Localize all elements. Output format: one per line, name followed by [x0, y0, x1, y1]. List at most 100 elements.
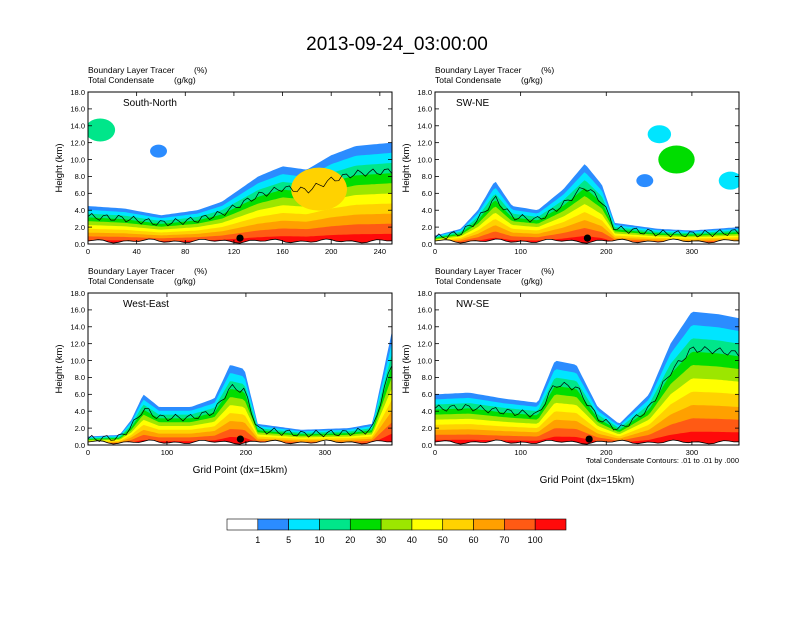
condensate-contour — [88, 168, 392, 227]
x-tick-label: 0 — [433, 247, 437, 256]
y-tick-label: 16.0 — [70, 306, 85, 315]
tracer-blob — [150, 144, 167, 158]
y-tick-label: 0.0 — [75, 441, 85, 450]
y-tick-label: 12.0 — [417, 339, 432, 348]
x-tick-label: 80 — [181, 247, 189, 256]
x-tick-label: 200 — [240, 448, 253, 457]
y-tick-label: 14.0 — [70, 122, 85, 131]
tracer-blob — [658, 145, 695, 174]
plot-frame — [434, 91, 740, 245]
field-unit-condensate: (g/kg) — [174, 75, 196, 85]
colorbar-label: 20 — [345, 535, 355, 545]
x-tick-label: 160 — [276, 247, 289, 256]
x-tick-label: 300 — [319, 448, 332, 457]
y-tick-label: 8.0 — [75, 373, 85, 382]
y-tick-label: 12.0 — [70, 138, 85, 147]
tracer-blob — [88, 118, 116, 142]
y-tick-label: 14.0 — [70, 323, 85, 332]
tracer-level-10 — [435, 431, 739, 445]
y-tick-label: 6.0 — [75, 189, 85, 198]
y-tick-label: 4.0 — [422, 206, 432, 215]
y-tick-label: 8.0 — [422, 172, 432, 181]
y-tick-label: 0.0 — [422, 441, 432, 450]
terrain — [435, 238, 739, 244]
field-label-condensate: Total Condensate — [435, 75, 501, 85]
tracer-level-9 — [88, 422, 392, 445]
y-tick-label: 16.0 — [417, 105, 432, 114]
panel-nw-se: 0.0 2.0 4.0 6.0 8.0 10.0 12.0 14.0 16.0 18.0 0 100 2… — [401, 266, 740, 486]
y-tick-label: 10.0 — [70, 356, 85, 365]
x-tick-label: 0 — [433, 448, 437, 457]
x-tick-label: 40 — [132, 247, 140, 256]
panel-name: West-East — [123, 299, 169, 310]
colorbar-label: 60 — [469, 535, 479, 545]
field-unit-tracer: (%) — [541, 266, 554, 276]
colorbar-box — [473, 518, 505, 531]
panel-south-north: 0.0 2.0 4.0 6.0 8.0 10.0 12.0 14.0 16.0 18.0 0 40 80… — [54, 65, 393, 256]
colorbar-label: 50 — [438, 535, 448, 545]
x-tick-label: 0 — [86, 448, 90, 457]
condensate-contour — [88, 365, 392, 443]
y-tick-label: 8.0 — [422, 373, 432, 382]
plot-area — [435, 125, 739, 244]
location-marker — [585, 435, 593, 443]
y-tick-label: 18.0 — [70, 289, 85, 298]
x-tick-label: 300 — [686, 247, 699, 256]
y-tick-label: 4.0 — [75, 206, 85, 215]
field-label-tracer: Boundary Layer Tracer — [435, 266, 522, 276]
y-tick-label: 6.0 — [422, 390, 432, 399]
y-tick-label: 4.0 — [422, 407, 432, 416]
x-tick-label: 100 — [514, 247, 527, 256]
terrain — [88, 238, 392, 244]
y-axis-label: Height (km) — [401, 344, 412, 393]
x-tick-label: 200 — [325, 247, 338, 256]
tracer-blob — [636, 174, 654, 188]
colorbar-box — [380, 518, 413, 531]
y-tick-label: 12.0 — [70, 339, 85, 348]
field-unit-condensate: (g/kg) — [521, 276, 543, 286]
panel-name: South-North — [123, 98, 177, 109]
x-tick-label: 300 — [686, 448, 699, 457]
x-axis-label: Grid Point (dx=15km) — [540, 475, 635, 486]
condensate-contour — [435, 346, 739, 431]
colorbar-label: 40 — [407, 535, 417, 545]
plot-area — [88, 118, 392, 244]
colorbar-box — [534, 518, 567, 531]
x-tick-label: 240 — [374, 247, 387, 256]
field-unit-tracer: (%) — [194, 266, 207, 276]
y-tick-label: 0.0 — [422, 240, 432, 249]
plot-frame — [87, 292, 393, 446]
panel-west-east: 0.0 2.0 4.0 6.0 8.0 10.0 12.0 14.0 16.0 18.0 0 100 2… — [54, 266, 393, 476]
colorbar-box — [411, 518, 444, 531]
y-tick-label: 0.0 — [75, 240, 85, 249]
x-tick-label: 120 — [228, 247, 241, 256]
terrain — [88, 439, 392, 445]
panel-sw-ne: 0.0 2.0 4.0 6.0 8.0 10.0 12.0 14.0 16.0 18.0 0 100 2… — [401, 65, 740, 256]
terrain — [435, 439, 739, 445]
y-tick-label: 8.0 — [75, 172, 85, 181]
y-tick-label: 10.0 — [70, 155, 85, 164]
location-marker — [236, 435, 244, 443]
y-tick-label: 10.0 — [417, 356, 432, 365]
field-label-condensate: Total Condensate — [88, 75, 154, 85]
colorbar-box — [349, 518, 382, 531]
y-tick-label: 4.0 — [75, 407, 85, 416]
plot-frame — [434, 292, 740, 446]
y-tick-label: 2.0 — [75, 424, 85, 433]
tracer-blob — [647, 125, 672, 144]
colorbar-label: 70 — [499, 535, 509, 545]
tracer-blob — [718, 171, 739, 190]
colorbar: 1 5 10 20 30 40 50 60 70 100 — [226, 518, 567, 545]
colorbar-label: 100 — [528, 535, 543, 545]
x-tick-label: 0 — [86, 247, 90, 256]
colorbar-box — [504, 518, 536, 531]
y-tick-label: 18.0 — [417, 88, 432, 97]
y-tick-label: 18.0 — [417, 289, 432, 298]
colorbar-box — [288, 518, 320, 531]
y-tick-label: 2.0 — [75, 223, 85, 232]
y-tick-label: 6.0 — [75, 390, 85, 399]
colorbar-box — [319, 518, 351, 531]
y-tick-label: 6.0 — [422, 189, 432, 198]
panel-name: SW-NE — [456, 98, 489, 109]
